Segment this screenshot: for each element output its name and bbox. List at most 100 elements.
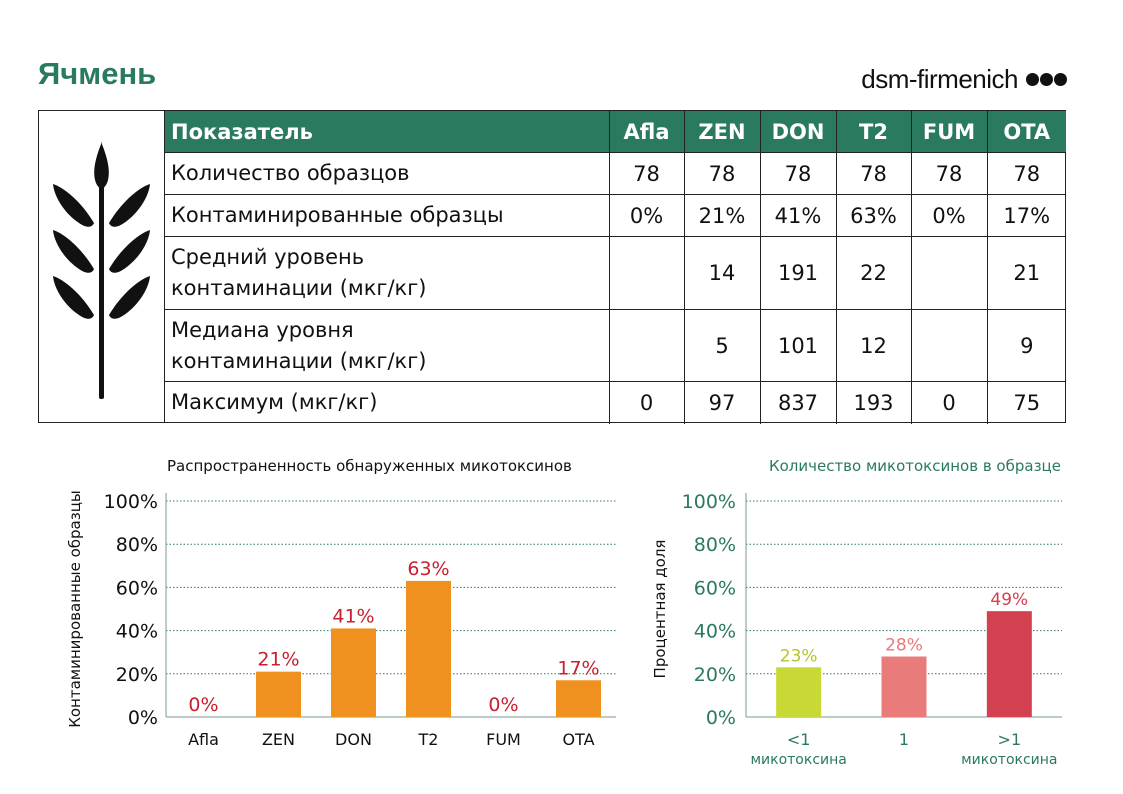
column-header-don: DON	[759, 111, 837, 153]
table-cell: 78	[608, 152, 685, 195]
x-tick-label: OTA	[562, 730, 594, 749]
table-row: Медиана уровня контаминации (мкг/кг) 5 101 1…	[165, 309, 1066, 382]
table-row: Количество образцов 78 78 78 78 78 78	[165, 152, 1066, 195]
mycotoxin-table: Показатель Afla ZEN DON T2 FUM OTA Количество …	[165, 111, 1066, 424]
table-cell: 9	[986, 309, 1066, 382]
y-tick-label: 60%	[694, 577, 736, 599]
bar	[406, 580, 451, 717]
column-header-ota: OTA	[986, 111, 1066, 153]
bar	[776, 667, 822, 717]
column-header-t2: T2	[835, 111, 912, 153]
table-cell: 78	[986, 152, 1066, 195]
brand-name: dsm-firmenich	[861, 64, 1018, 94]
table-cell: 193	[835, 381, 912, 424]
page-title: Ячмень	[38, 56, 157, 91]
table-header-row: Показатель Afla ZEN DON T2 FUM OTA	[165, 111, 1066, 153]
column-header-afla: Afla	[608, 111, 685, 153]
table-cell: 0%	[910, 194, 988, 237]
data-label: 23%	[780, 646, 818, 666]
table-cell: 21	[986, 236, 1066, 310]
x-tick-label: <1	[787, 730, 811, 749]
table-cell: 14	[683, 236, 761, 310]
table-cell: 17%	[986, 194, 1066, 237]
table-cell: 837	[759, 381, 837, 424]
data-label: 63%	[407, 558, 449, 580]
column-header-zen: ZEN	[683, 111, 761, 153]
y-axis-label: Контаминированные образцы	[66, 490, 84, 728]
table-cell: 75	[986, 381, 1066, 424]
table-row: Контаминированные образцы 0% 21% 41% 63% 0% 17…	[165, 194, 1066, 237]
mycotoxin-count-chart: Количество микотоксинов в образце Процент…	[651, 457, 1062, 768]
table-cell: 101	[759, 309, 837, 382]
table-cell: 63%	[835, 194, 912, 237]
table-cell: 0	[910, 381, 988, 424]
column-header-fum: FUM	[910, 111, 988, 153]
chart-title: Количество микотоксинов в образце	[769, 457, 1061, 475]
column-header-indicator: Показатель	[165, 111, 610, 153]
x-tick-label: T2	[418, 730, 439, 749]
data-table-panel: Показатель Afla ZEN DON T2 FUM OTA Количество …	[38, 110, 1066, 424]
table-cell: 12	[835, 309, 912, 382]
table-cell: 21%	[683, 194, 761, 237]
y-tick-label: 100%	[104, 491, 158, 513]
x-tick-label: Afla	[188, 730, 219, 749]
y-tick-label: 100%	[682, 491, 736, 513]
bar	[881, 656, 927, 717]
row-label: Количество образцов	[165, 152, 610, 195]
table-cell: 78	[910, 152, 988, 195]
data-label: 41%	[332, 605, 374, 627]
table-cell	[608, 236, 685, 310]
x-tick-label: >1	[998, 730, 1022, 749]
table-row: Средний уровень контаминации (мкг/кг) 14 19…	[165, 236, 1066, 310]
data-label: 17%	[557, 657, 599, 679]
x-tick-label: FUM	[486, 730, 521, 749]
bar	[331, 628, 376, 717]
table-cell: 97	[683, 381, 761, 424]
table-cell: 78	[835, 152, 912, 195]
table-cell: 41%	[759, 194, 837, 237]
prevalence-chart: Распространенность обнаруженных микотокс…	[66, 457, 616, 749]
x-tick-label: 1	[899, 730, 909, 749]
data-label: 0%	[188, 694, 218, 716]
table-cell: 5	[683, 309, 761, 382]
y-tick-label: 60%	[116, 577, 158, 599]
y-tick-label: 20%	[694, 664, 736, 686]
row-label: Средний уровень контаминации (мкг/кг)	[165, 236, 610, 310]
table-cell: 0	[608, 381, 685, 424]
y-tick-label: 0%	[128, 707, 158, 729]
y-tick-label: 40%	[694, 621, 736, 643]
table-cell: 78	[683, 152, 761, 195]
brand-logo: dsm-firmenich	[861, 64, 1067, 95]
y-tick-label: 80%	[116, 534, 158, 556]
data-label: 28%	[885, 636, 923, 656]
table-cell: 78	[759, 152, 837, 195]
data-label: 21%	[257, 649, 299, 671]
chart-title: Распространенность обнаруженных микотокс…	[167, 457, 572, 475]
row-label: Контаминированные образцы	[165, 194, 610, 237]
bar	[556, 680, 601, 717]
row-label: Максимум (мкг/кг)	[165, 381, 610, 424]
brand-dots-icon	[1026, 73, 1067, 86]
data-label: 49%	[990, 590, 1028, 610]
table-cell: 22	[835, 236, 912, 310]
y-tick-label: 40%	[116, 621, 158, 643]
table-row: Максимум (мкг/кг) 0 97 837 193 0 75	[165, 381, 1066, 424]
y-tick-label: 80%	[694, 534, 736, 556]
table-cell: 0%	[608, 194, 685, 237]
table-cell	[910, 236, 988, 310]
bar	[256, 671, 301, 717]
table-cell	[608, 309, 685, 382]
x-tick-label: ZEN	[262, 730, 295, 749]
bar	[986, 611, 1032, 717]
x-tick-label: микотоксина	[961, 752, 1057, 768]
y-axis-label: Процентная доля	[651, 540, 669, 679]
y-tick-label: 20%	[116, 664, 158, 686]
wheat-icon	[53, 141, 150, 399]
table-cell: 191	[759, 236, 837, 310]
row-label: Медиана уровня контаминации (мкг/кг)	[165, 309, 610, 382]
x-tick-label: микотоксина	[750, 752, 846, 768]
wheat-panel	[39, 111, 165, 422]
y-tick-label: 0%	[706, 707, 736, 729]
x-tick-label: DON	[335, 730, 372, 749]
data-label: 0%	[488, 694, 518, 716]
